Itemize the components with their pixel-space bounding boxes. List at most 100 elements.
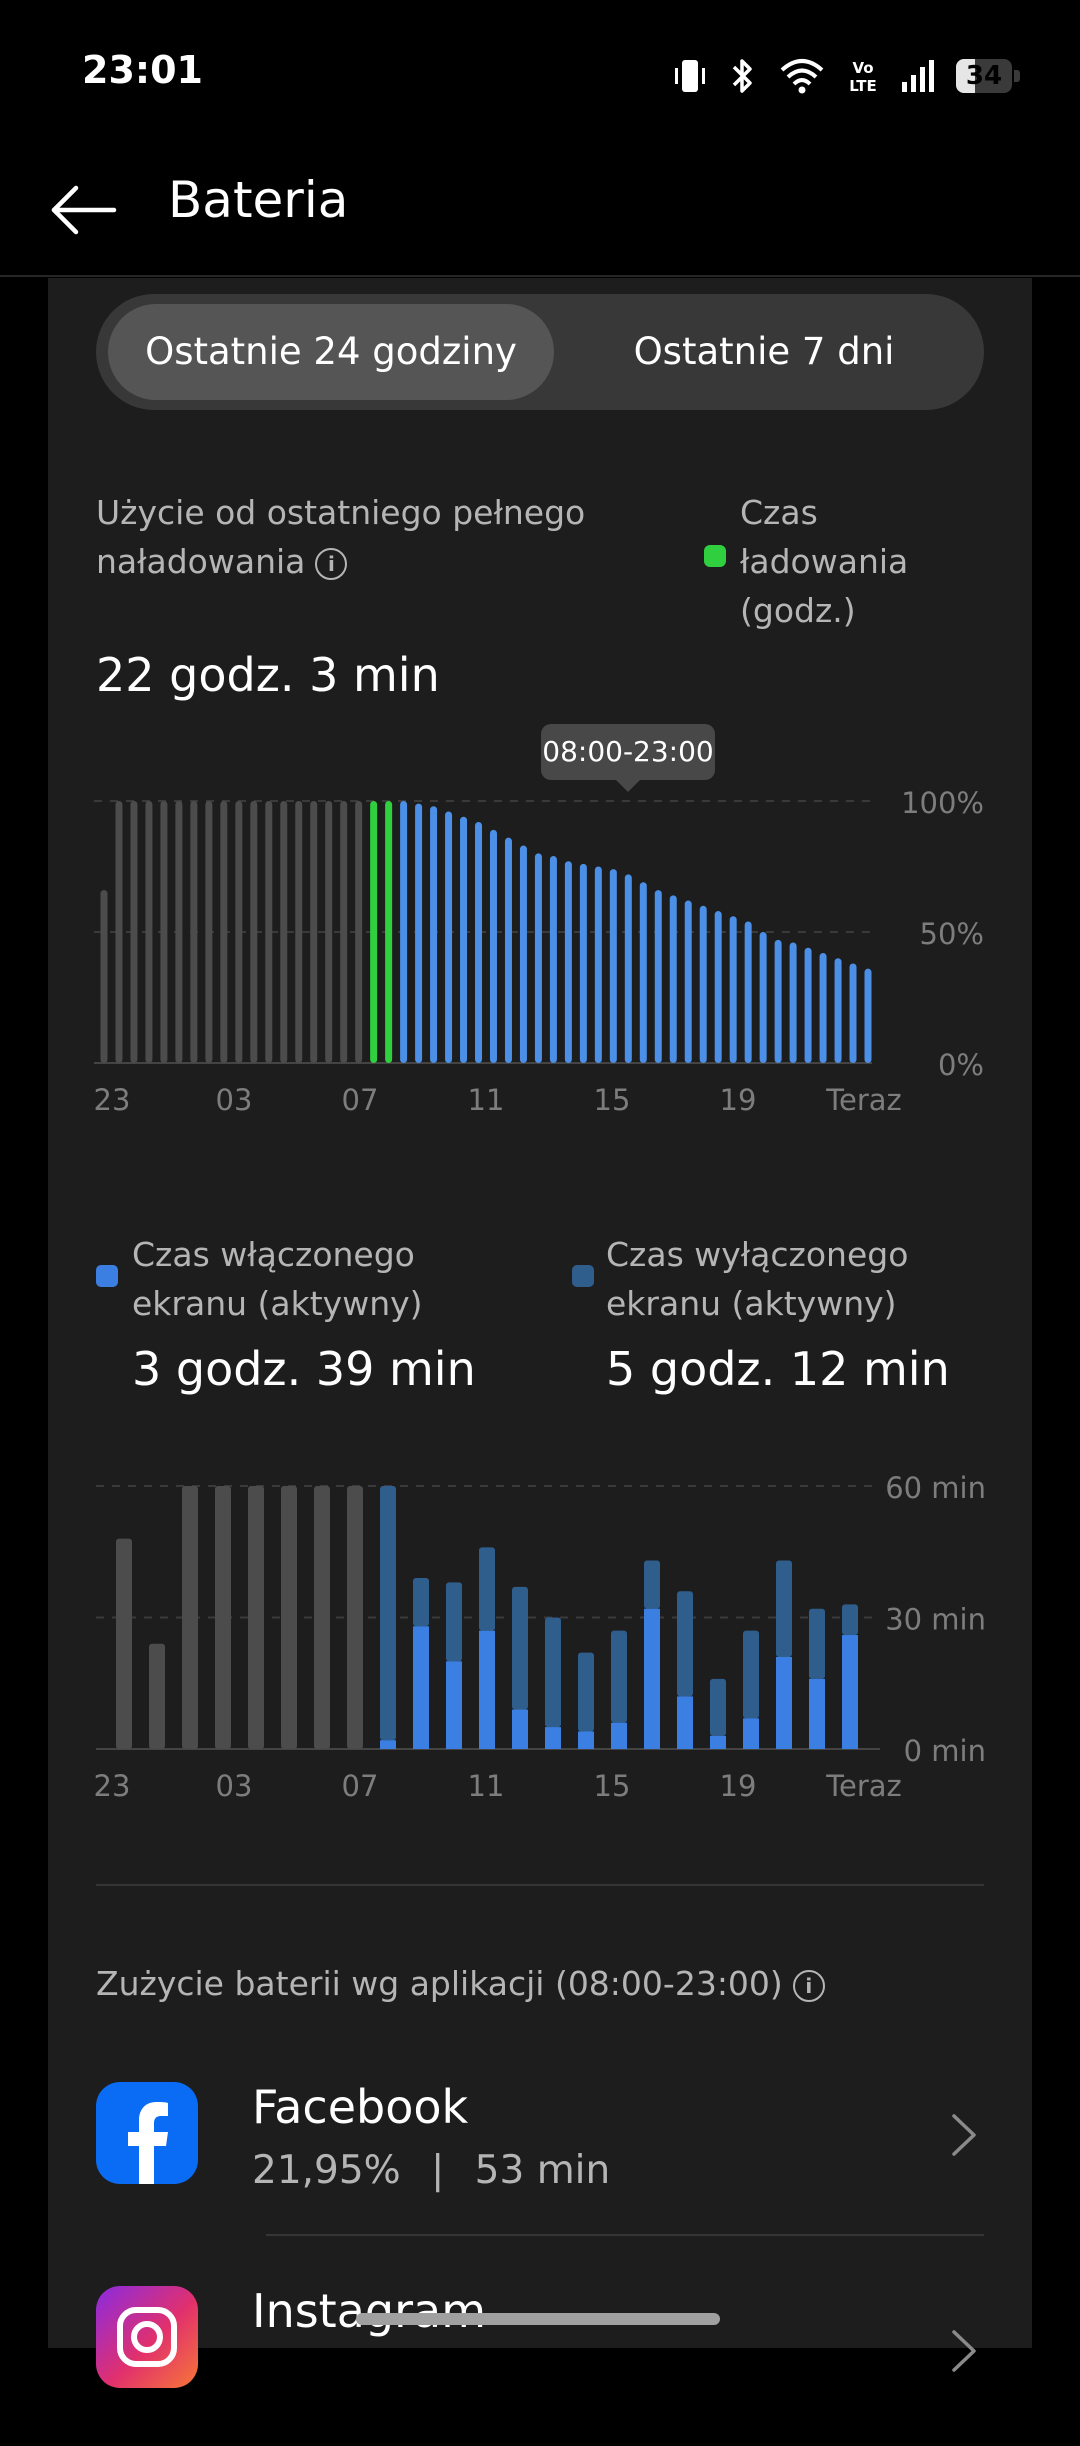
screen-off-bar bbox=[446, 1582, 462, 1662]
battery-bar bbox=[145, 801, 153, 1063]
header-divider bbox=[0, 275, 1080, 277]
tab-last-7-days[interactable]: Ostatnie 7 dni bbox=[633, 330, 895, 373]
y-tick-label: 100% bbox=[901, 786, 984, 820]
battery-bar bbox=[549, 856, 557, 1063]
x-tick-label: Teraz bbox=[825, 1769, 902, 1803]
battery-bar bbox=[804, 947, 812, 1063]
status-bar: 23:01 Vo LTE 34 bbox=[0, 0, 1080, 150]
y-tick-label: 0 min bbox=[904, 1734, 986, 1768]
screen-on-bar bbox=[479, 1630, 495, 1749]
screen-on-bar bbox=[611, 1722, 627, 1749]
app-row-facebook[interactable]: Facebook 21,95% | 53 min bbox=[96, 2080, 984, 2242]
row-divider bbox=[266, 2234, 984, 2236]
battery-level: 34 bbox=[965, 61, 1003, 91]
screen-on-bar bbox=[380, 1740, 396, 1749]
battery-bar bbox=[220, 801, 228, 1063]
x-tick-label: 23 bbox=[94, 1769, 131, 1803]
app-time: 53 min bbox=[474, 2148, 611, 2193]
screen-off-legend: Czas wyłączonego ekranu (aktywny) bbox=[606, 1235, 909, 1323]
volte-icon: Vo LTE bbox=[849, 59, 877, 95]
screen-on-legend: Czas włączonego ekranu (aktywny) bbox=[132, 1235, 423, 1323]
battery-bar bbox=[115, 801, 123, 1063]
app-percent: 21,95% bbox=[252, 2148, 401, 2193]
screen-time-bar bbox=[149, 1643, 165, 1749]
x-tick-label: 19 bbox=[720, 1769, 757, 1803]
battery-bar bbox=[280, 801, 288, 1063]
x-tick-label: 07 bbox=[342, 1769, 379, 1803]
section-divider bbox=[96, 1884, 984, 1886]
screen-on-bar bbox=[710, 1735, 726, 1749]
wifi-icon bbox=[780, 59, 824, 94]
battery-bar bbox=[475, 821, 483, 1063]
screen-on-bar bbox=[512, 1709, 528, 1749]
battery-bar bbox=[370, 801, 378, 1063]
screen-on-bar bbox=[776, 1656, 792, 1749]
x-tick-label: 11 bbox=[468, 1083, 505, 1117]
screen-off-bar bbox=[545, 1617, 561, 1728]
period-tabs: Ostatnie 24 godziny Ostatnie 7 dni bbox=[96, 294, 984, 410]
screen-time-bar bbox=[347, 1486, 363, 1749]
y-tick-label: 60 min bbox=[885, 1471, 986, 1505]
battery-bar bbox=[744, 921, 752, 1063]
screen-time-bar bbox=[248, 1486, 264, 1749]
battery-bar bbox=[759, 932, 767, 1063]
battery-bar bbox=[385, 801, 393, 1063]
x-tick-label: Teraz bbox=[825, 1083, 902, 1117]
screen-off-bar bbox=[776, 1560, 792, 1657]
screen-time-bar bbox=[215, 1486, 231, 1749]
charging-legend: Czas ładowania (godz.) bbox=[740, 493, 909, 630]
page-title: Bateria bbox=[168, 171, 349, 229]
gesture-bar[interactable] bbox=[356, 2313, 720, 2325]
screen-on-legend-dot bbox=[96, 1265, 118, 1287]
y-tick-label: 0% bbox=[938, 1048, 984, 1082]
x-tick-label: 19 bbox=[720, 1083, 757, 1117]
screen-time-bar bbox=[281, 1486, 297, 1749]
screen-time-bar bbox=[314, 1486, 330, 1749]
screen-on-bar bbox=[809, 1678, 825, 1749]
svg-text:LTE: LTE bbox=[849, 77, 877, 95]
screen-off-bar bbox=[809, 1608, 825, 1679]
app-usage-stats: 21,95% | 53 min bbox=[252, 2148, 610, 2193]
tab-last-24-hours[interactable]: Ostatnie 24 godziny bbox=[108, 304, 554, 400]
battery-bar bbox=[669, 895, 677, 1063]
screen-on-bar bbox=[677, 1696, 693, 1749]
battery-bar bbox=[534, 853, 542, 1063]
battery-bar bbox=[205, 801, 213, 1063]
y-tick-label: 50% bbox=[920, 917, 984, 951]
screen-off-value: 5 godz. 12 min bbox=[606, 1342, 950, 1396]
x-tick-label: 11 bbox=[468, 1769, 505, 1803]
app-usage-heading-text: Zużycie baterii wg aplikacji (08:00-23:0… bbox=[96, 1964, 783, 2003]
battery-bar bbox=[325, 801, 333, 1063]
signal-icon bbox=[902, 60, 934, 92]
screen-off-legend-dot bbox=[572, 1265, 594, 1287]
back-arrow-icon[interactable] bbox=[48, 180, 118, 240]
info-icon[interactable]: i bbox=[792, 1969, 825, 2002]
screen-off-bar bbox=[842, 1604, 858, 1636]
usage-value: 22 godz. 3 min bbox=[96, 648, 440, 702]
x-tick-label: 23 bbox=[94, 1083, 131, 1117]
battery-bar bbox=[295, 801, 303, 1063]
battery-bar bbox=[849, 963, 857, 1063]
info-icon[interactable]: i bbox=[315, 547, 348, 580]
usage-heading-text: Użycie od ostatniego pełnego naładowania bbox=[96, 493, 586, 581]
screen-off-bar bbox=[710, 1678, 726, 1736]
battery-bar bbox=[579, 863, 587, 1063]
chevron-right-icon bbox=[952, 2330, 976, 2372]
screen-off-bar bbox=[743, 1630, 759, 1719]
screen-time-bar bbox=[116, 1538, 132, 1749]
app-name: Instagram bbox=[252, 2284, 487, 2338]
app-name: Facebook bbox=[252, 2080, 469, 2134]
screen-time-bar bbox=[182, 1486, 198, 1749]
battery-bar bbox=[504, 837, 512, 1063]
battery-bar bbox=[130, 801, 138, 1063]
battery-level-chart: 100% 50% 0% 23 03 07 11 15 19 Teraz bbox=[94, 786, 984, 1117]
battery-bar bbox=[340, 801, 348, 1063]
screen-on-bar bbox=[644, 1608, 660, 1749]
app-row-instagram[interactable]: Instagram bbox=[96, 2284, 984, 2446]
battery-bar bbox=[190, 801, 198, 1063]
screen-on-bar bbox=[842, 1635, 858, 1749]
tooltip-pointer bbox=[616, 780, 640, 792]
app-usage-heading: Zużycie baterii wg aplikacji (08:00-23:0… bbox=[96, 1964, 825, 2003]
battery-bar bbox=[819, 952, 827, 1063]
battery-bar bbox=[489, 829, 497, 1063]
